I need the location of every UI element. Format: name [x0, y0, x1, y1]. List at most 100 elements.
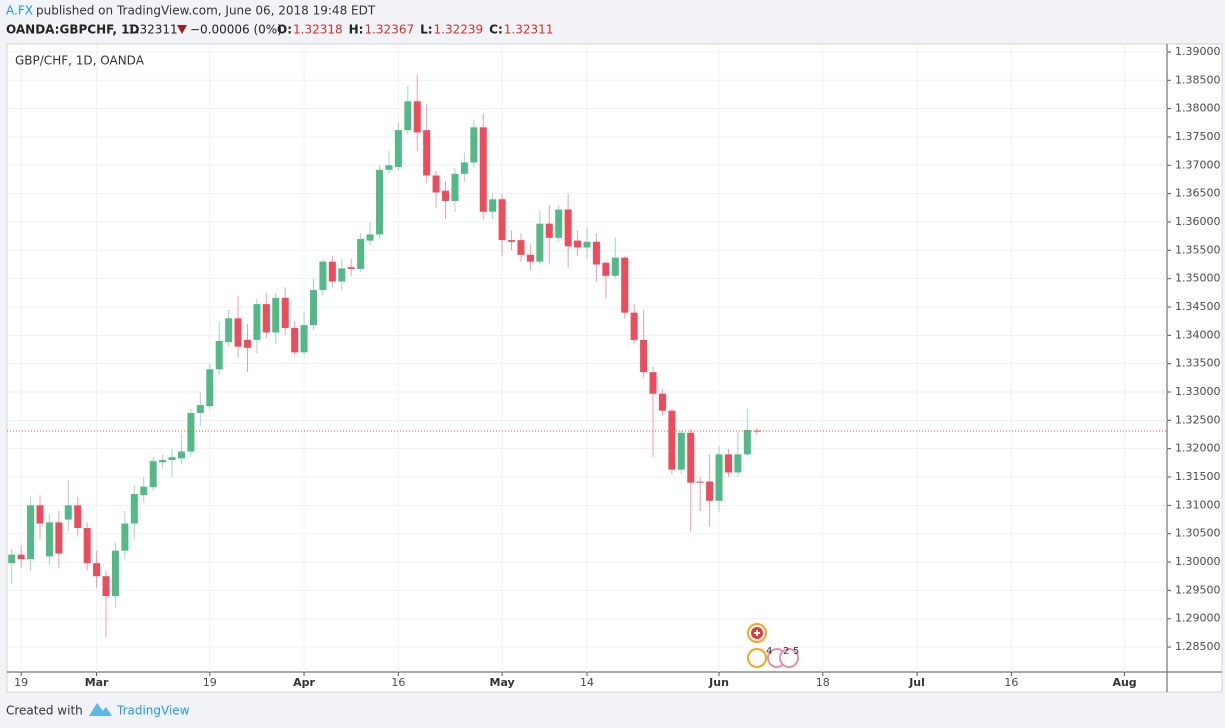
- candle-body: [83, 528, 91, 564]
- ohlc-value: 1.32367: [364, 23, 414, 37]
- candle-body: [281, 297, 289, 328]
- y-tick-label: 1.29500: [1175, 583, 1221, 596]
- candle-body: [508, 240, 516, 242]
- candle-body: [357, 238, 365, 270]
- footer: [0, 693, 1225, 728]
- candle-body: [460, 162, 468, 174]
- y-tick-label: 1.35500: [1175, 243, 1221, 256]
- candle-body: [489, 199, 497, 212]
- ohlc: O: 1.32318 H: 1.32367 L: 1.32239 C: 1.32311: [277, 23, 553, 37]
- y-tick-label: 1.33500: [1175, 357, 1221, 370]
- candle-body: [140, 486, 148, 496]
- ohlc-label: L:: [420, 23, 432, 37]
- y-tick-label: 1.39000: [1175, 45, 1221, 58]
- candle-body: [715, 454, 723, 501]
- candle-body: [640, 339, 648, 373]
- candle-body: [724, 454, 732, 473]
- ohlc-label: O:: [277, 23, 292, 37]
- candle-body: [121, 523, 129, 551]
- candle-body: [743, 429, 751, 455]
- candle-body: [27, 505, 35, 560]
- ohlc-value: 1.32311: [504, 23, 554, 37]
- candle-body: [687, 432, 695, 483]
- candle-body: [517, 240, 525, 255]
- y-tick-label: 1.29000: [1175, 612, 1221, 625]
- candle-body: [526, 254, 534, 262]
- candle-body: [451, 173, 459, 201]
- candle-body: [36, 505, 44, 524]
- y-tick-label: 1.31000: [1175, 498, 1221, 511]
- y-tick-label: 1.38000: [1175, 102, 1221, 115]
- candle-body: [555, 209, 563, 238]
- candle-body: [291, 327, 299, 353]
- x-tick-label: Jun: [708, 676, 729, 689]
- event-count: 5: [793, 646, 799, 657]
- y-tick-label: 1.35000: [1175, 272, 1221, 285]
- candle-body: [621, 257, 629, 313]
- candle-body: [8, 554, 16, 564]
- candle-body: [243, 339, 251, 348]
- y-tick-label: 1.38500: [1175, 73, 1221, 86]
- grid: [7, 44, 1167, 672]
- logo[interactable]: [89, 703, 112, 716]
- brand[interactable]: TradingView: [116, 704, 190, 718]
- events[interactable]: 4 2 5: [747, 623, 799, 668]
- author[interactable]: A.FX: [6, 4, 33, 18]
- candle-body: [149, 461, 157, 488]
- x-tick-label: Mar: [85, 676, 109, 689]
- y-tick-label: 1.32500: [1175, 413, 1221, 426]
- y-tick-label: 1.34000: [1175, 328, 1221, 341]
- candle-body: [404, 101, 412, 131]
- y-tick-label: 1.32000: [1175, 442, 1221, 455]
- x-tick-label: May: [490, 676, 515, 689]
- candle-body: [93, 563, 101, 577]
- candle-body: [413, 101, 421, 133]
- candle-body: [64, 505, 72, 520]
- ohlc-value: 1.32239: [434, 23, 484, 37]
- candles: [7, 74, 1167, 638]
- candle-body: [225, 318, 233, 343]
- candle-body: [479, 127, 487, 212]
- x-tick-label: 18: [816, 676, 830, 689]
- symbol: OANDA:GBPCHF, 1D: [6, 23, 139, 37]
- published: published on TradingView.com, June 06, 2…: [36, 4, 376, 18]
- candle-body: [583, 241, 591, 248]
- candle-body: [545, 223, 553, 238]
- y-tick-label: 1.37000: [1175, 158, 1221, 171]
- x-tick-label: 14: [580, 676, 594, 689]
- candle-body: [611, 257, 619, 276]
- candle-body: [187, 412, 195, 452]
- candle-body: [262, 304, 270, 333]
- event-icon[interactable]: [779, 648, 799, 668]
- candle-body: [734, 454, 742, 473]
- event-icon[interactable]: [747, 648, 767, 668]
- candle-body: [602, 262, 610, 276]
- x-tick-label: 16: [1004, 676, 1018, 689]
- candle-body: [658, 393, 666, 411]
- candle-body: [394, 130, 402, 167]
- candle-body: [677, 432, 685, 470]
- ohlc-value: 1.32318: [293, 23, 343, 37]
- candle-body: [649, 372, 657, 394]
- candle-body: [130, 494, 138, 524]
- candle-body: [442, 190, 450, 201]
- candle-body: [347, 267, 355, 270]
- event-cross: [754, 630, 760, 636]
- candle-body: [668, 410, 676, 470]
- candle-body: [177, 451, 185, 459]
- candle-body: [272, 297, 280, 333]
- y-tick-label: 1.37500: [1175, 130, 1221, 143]
- ohlc-label: H:: [349, 23, 364, 37]
- change: −0.00006 (0%): [190, 23, 282, 37]
- candle-body: [592, 241, 600, 265]
- candle-body: [385, 165, 393, 170]
- candle-body: [215, 340, 223, 370]
- chart-frame: [6, 43, 1223, 693]
- candle-body: [706, 481, 714, 501]
- candle-body: [423, 130, 431, 176]
- candle-body: [564, 209, 572, 247]
- candle-body: [338, 268, 346, 282]
- candle-body: [17, 554, 25, 560]
- candle-body: [253, 304, 261, 340]
